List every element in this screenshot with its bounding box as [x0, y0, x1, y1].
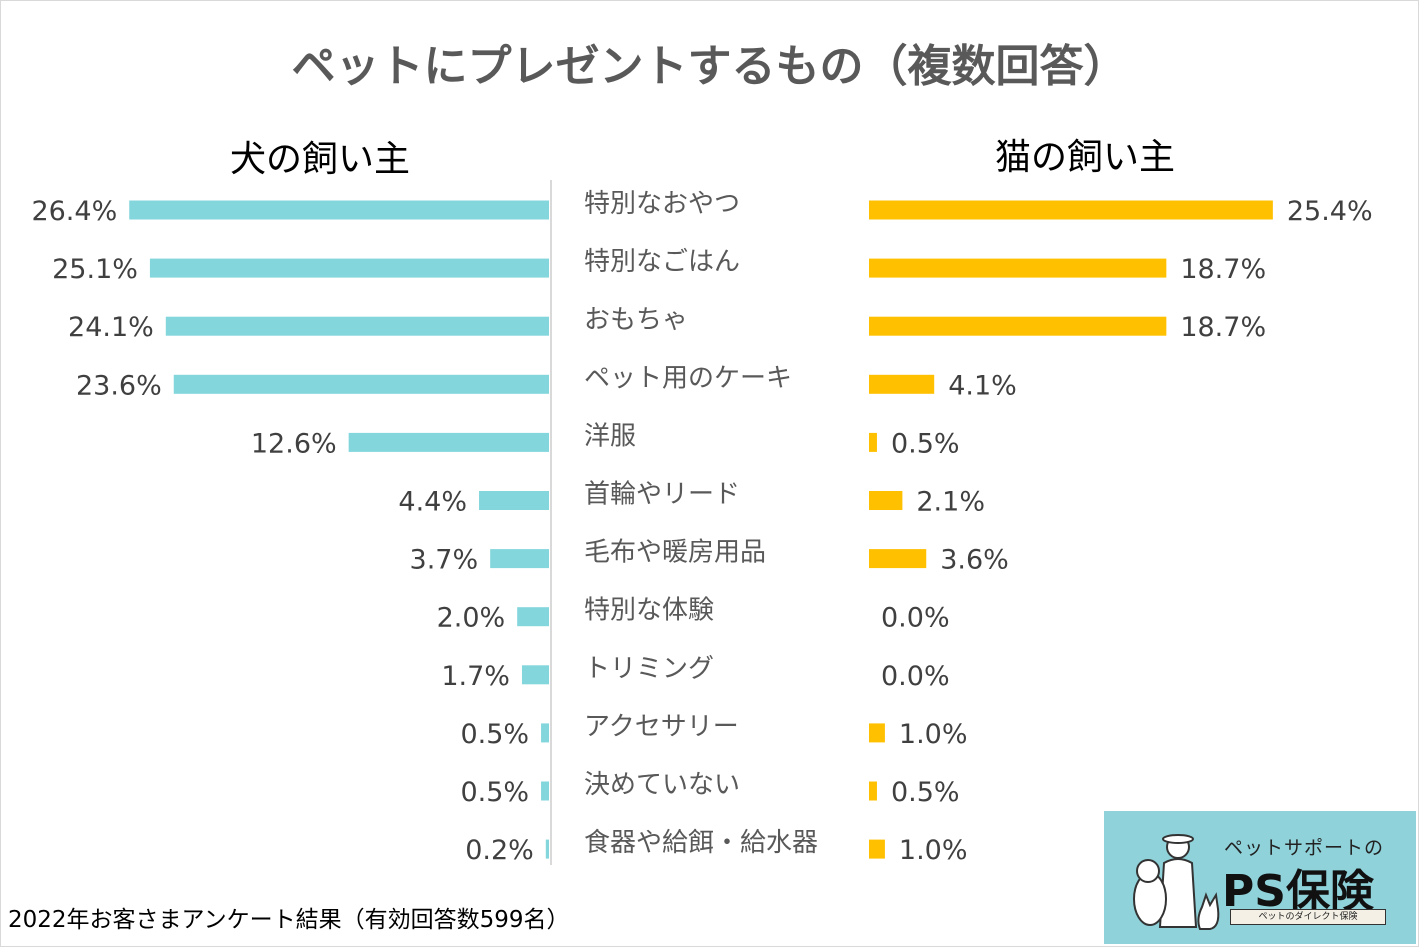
cat-bar-3 [869, 374, 935, 394]
dog-value-label-5: 4.4% [398, 487, 467, 518]
cat-value-label-3: 4.1% [948, 370, 1017, 401]
survey-footnote: 2022年お客さまアンケート結果（有効回答数599名） [8, 907, 570, 933]
dog-bar-8 [521, 665, 549, 685]
cat-value-label-10: 0.5% [891, 777, 960, 808]
dog-bar-4 [348, 432, 549, 452]
cat-bar-6 [869, 549, 927, 569]
category-label-8: トリミング [584, 654, 714, 684]
category-label-9: アクセサリー [584, 712, 739, 742]
category-label-5: 首輪やリード [584, 480, 740, 510]
category-label-0: 特別なおやつ [584, 189, 740, 219]
cat-value-label-7: 0.0% [881, 603, 950, 634]
dog-value-label-9: 0.5% [460, 719, 529, 750]
category-label-7: 特別な体験 [584, 596, 714, 626]
cat-owner-heading: 猫の飼い主 [995, 137, 1176, 178]
dog-value-label-4: 12.6% [251, 428, 337, 459]
category-label-1: 特別なごはん [584, 247, 740, 277]
cat-bar-4 [869, 432, 877, 452]
cat-bar-1 [869, 258, 1167, 278]
dog-bar-6 [490, 549, 549, 569]
cat-bar-2 [869, 316, 1167, 336]
dog-bar-9 [541, 723, 549, 743]
logo-subtitle: ペットサポートの [1224, 837, 1385, 859]
dog-owner-heading: 犬の飼い主 [230, 139, 411, 180]
cat-value-label-0: 25.4% [1287, 196, 1373, 227]
dog-bar-0 [129, 200, 550, 220]
category-label-4: 洋服 [584, 421, 636, 451]
logo-name: PS保険 [1222, 866, 1374, 917]
dog-value-label-6: 3.7% [410, 545, 479, 576]
cat-bar-0 [869, 200, 1273, 220]
dog-value-label-2: 24.1% [68, 312, 154, 343]
category-label-11: 食器や給餌・給水器 [584, 828, 818, 858]
cat-bar-9 [869, 723, 885, 743]
category-label-3: ペット用のケーキ [584, 363, 792, 393]
dog-value-label-10: 0.5% [460, 777, 529, 808]
dog-value-label-7: 2.0% [437, 603, 506, 634]
dog-value-label-1: 25.1% [52, 254, 138, 285]
dog-bar-7 [517, 607, 549, 627]
dog-bar-5 [479, 491, 549, 510]
logo-tagline: ペットのダイレクト保険 [1230, 909, 1386, 925]
chart-marks: 26.4% 特別なおやつ 25.4% 25.1% 特別なごはん 18.7% 24.1% おもち… [31, 189, 1372, 866]
dog-value-label-8: 1.7% [441, 661, 510, 692]
cat-bar-11 [869, 839, 885, 859]
cat-value-label-11: 1.0% [899, 835, 968, 866]
dog-bar-11 [545, 839, 549, 859]
cat-value-label-8: 0.0% [881, 661, 950, 692]
cat-bar-5 [869, 491, 903, 510]
cat-bar-10 [869, 781, 877, 801]
cat-value-label-9: 1.0% [899, 719, 968, 750]
dog-value-label-3: 23.6% [76, 370, 162, 401]
ps-insurance-logo: ペットサポートの PS保険 ペットのダイレクト保険 [1104, 811, 1416, 944]
dog-value-label-11: 0.2% [465, 835, 534, 866]
cat-value-label-1: 18.7% [1180, 254, 1266, 285]
chart-title: ペットにプレゼントするもの（複数回答） [291, 41, 1128, 92]
dog-value-label-0: 26.4% [31, 196, 117, 227]
category-label-6: 毛布や暖房用品 [584, 538, 766, 568]
category-label-2: おもちゃ [584, 305, 688, 335]
category-label-10: 決めていない [584, 770, 740, 800]
cat-value-label-6: 3.6% [940, 545, 1009, 576]
dog-bar-1 [149, 258, 549, 278]
cat-value-label-4: 0.5% [891, 428, 960, 459]
dog-bar-2 [165, 316, 549, 336]
pet-owner-with-dog-and-cat-icon [1133, 834, 1220, 930]
dog-bar-10 [541, 781, 549, 801]
cat-value-label-2: 18.7% [1180, 312, 1266, 343]
cat-value-label-5: 2.1% [916, 487, 985, 518]
dog-bar-3 [173, 374, 549, 394]
